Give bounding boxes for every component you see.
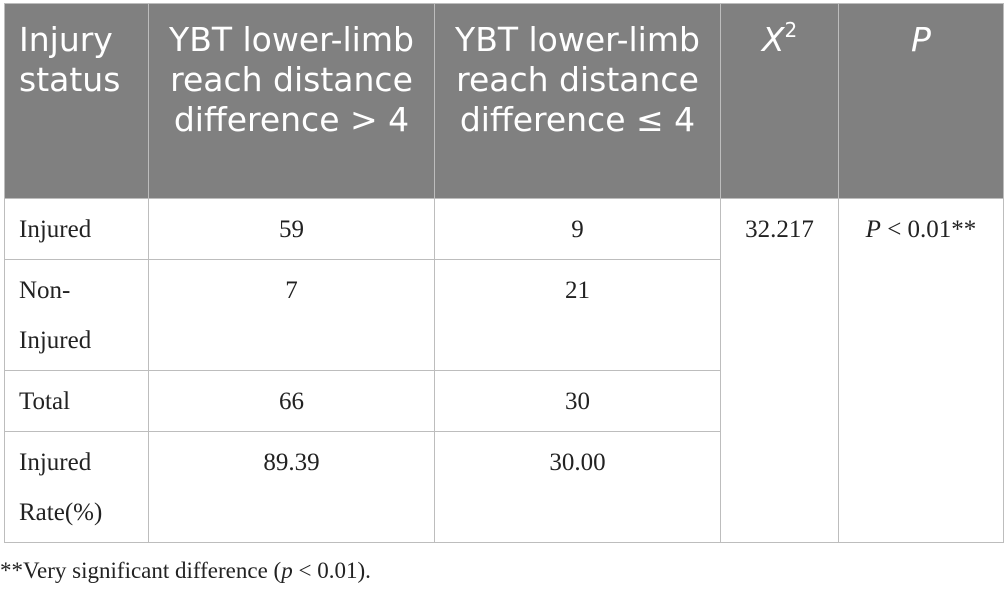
footnote: **Very significant difference (p < 0.01)…	[0, 558, 371, 584]
results-table: Injury status YBT lower-limb reach dista…	[4, 3, 1004, 543]
footnote-text: < 0.01).	[292, 558, 371, 583]
header-cell: P	[838, 3, 1004, 199]
header-cell: X2	[720, 3, 839, 199]
footnote-text: p	[281, 558, 293, 583]
cell: 21	[434, 259, 721, 371]
cell: Total	[4, 370, 149, 432]
cell: 89.39	[148, 431, 435, 543]
cell: 59	[148, 198, 435, 260]
header-row: Injury status YBT lower-limb reach dista…	[4, 3, 1004, 199]
cell: 7	[148, 259, 435, 371]
superscript: 2	[784, 18, 798, 42]
header-text: P	[911, 20, 931, 59]
header-cell: YBT lower-limb reach distance difference…	[434, 3, 721, 199]
body-row: Injured 59 9 32.217 P < 0.01**	[4, 198, 1004, 543]
cell: 32.217	[720, 198, 839, 543]
header-cell: Injury status	[4, 3, 149, 199]
cell: 9	[434, 198, 721, 260]
cell: 30	[434, 370, 721, 432]
cell: Non-Injured	[4, 259, 149, 371]
cell: P < 0.01**	[838, 198, 1004, 543]
cell: Injured Rate(%)	[4, 431, 149, 543]
footnote-text: **Very significant difference (	[0, 558, 282, 583]
cell-text: P	[865, 216, 881, 243]
header-text: X	[761, 20, 785, 59]
cell: 30.00	[434, 431, 721, 543]
cell: 66	[148, 370, 435, 432]
body-row: Injured Rate(%) 89.39 30.00	[4, 431, 1004, 543]
cell-text: < 0.01**	[880, 216, 977, 243]
cell: Injured	[4, 198, 149, 260]
header-cell: YBT lower-limb reach distance difference…	[148, 3, 435, 199]
